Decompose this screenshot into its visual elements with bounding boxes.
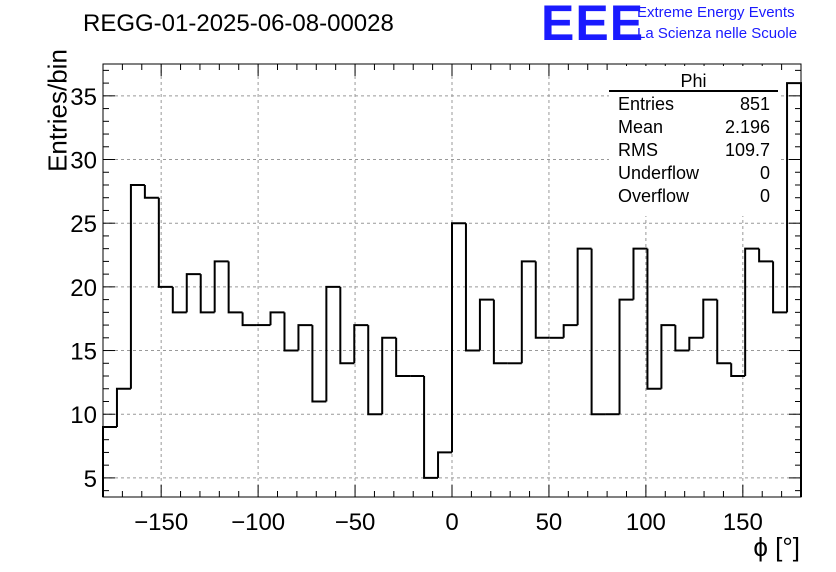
y-tick-label: 35 (70, 84, 97, 111)
histogram-bin (562, 324, 578, 338)
x-tick-label: 100 (626, 509, 666, 536)
y-tick-label: 25 (70, 211, 97, 238)
histogram-bin (353, 324, 369, 364)
histogram-bin (227, 261, 243, 314)
histogram-bin (772, 261, 788, 314)
y-tick-label: 20 (70, 275, 97, 302)
histogram-bin (199, 274, 215, 314)
eee-logo: EEE (541, 0, 645, 51)
histogram-bin (171, 286, 187, 314)
stats-label: Mean (618, 117, 663, 137)
stats-label: Underflow (618, 163, 700, 183)
x-tick-label: −50 (335, 509, 376, 536)
histogram-bin (716, 299, 732, 365)
histogram-bin (367, 325, 383, 416)
logo-line-2: La Scienza nelle Scuole (637, 25, 798, 42)
histogram-bin (478, 298, 494, 351)
histogram-bin (520, 260, 536, 364)
stats-value: 0 (760, 163, 770, 183)
histogram-bin (451, 222, 466, 453)
stats-value: 0 (760, 186, 770, 206)
y-tick-label: 30 (70, 148, 97, 175)
histogram-bin (660, 324, 676, 389)
histogram-bin (381, 336, 397, 415)
stats-title: Phi (680, 71, 706, 91)
y-tick-label: 15 (70, 339, 97, 366)
chart-title: REGG-01-2025-06-08-00028 (83, 10, 394, 37)
histogram-bin (688, 336, 704, 351)
histogram-bin (339, 286, 355, 365)
stats-label: RMS (618, 140, 658, 160)
stats-value: 2.196 (725, 117, 770, 137)
logo-line-1: Extreme Energy Events (637, 4, 795, 21)
stats-value: 851 (740, 94, 770, 114)
histogram-bin (157, 197, 173, 288)
stats-label: Entries (618, 94, 674, 114)
y-axis-label: Entries/bin (42, 49, 73, 172)
histogram-bin (102, 425, 117, 497)
histogram-bin (464, 223, 480, 352)
histogram-bin (325, 285, 341, 402)
histogram-bin (758, 248, 774, 263)
histogram-bin (283, 312, 299, 352)
x-tick-label: −100 (231, 509, 285, 536)
histogram-bin (744, 247, 760, 377)
histogram-bin (674, 325, 690, 352)
y-tick-label: 5 (84, 466, 97, 493)
histogram-bin (129, 183, 145, 389)
histogram-bin (297, 324, 313, 351)
histogram-bin (437, 451, 452, 478)
histogram-bin (185, 273, 201, 313)
axes: −150 −100 −50 0 50 100 150 5 10 15 20 25 30 35 (70, 63, 802, 536)
histogram-bin (702, 298, 718, 338)
histogram-bin (534, 261, 550, 339)
x-tick-label: 0 (445, 509, 458, 536)
histogram-bin (576, 247, 592, 326)
histogram-bin (241, 312, 257, 327)
stats-label: Overflow (618, 186, 690, 206)
x-tick-label: 50 (536, 509, 563, 536)
histogram-bin (632, 247, 648, 300)
histogram-bin (646, 248, 662, 390)
x-tick-label: 150 (723, 509, 763, 536)
x-axis-label: ϕ [°] (753, 532, 800, 562)
histogram-bin (269, 311, 285, 326)
histogram-bin (143, 184, 159, 199)
histogram-bin (423, 376, 439, 479)
histogram-bars (102, 82, 802, 497)
histogram-bin (590, 248, 606, 416)
x-tick-label: −150 (134, 509, 188, 536)
stats-value: 109.7 (725, 140, 770, 160)
histogram-bin (786, 82, 802, 497)
histogram-bin (213, 260, 229, 313)
histogram-bin (730, 363, 746, 378)
y-tick-label: 10 (70, 402, 97, 429)
histogram-bin (618, 298, 634, 415)
histogram-bin (115, 387, 131, 427)
histogram-bin (311, 325, 327, 403)
histogram-bin (492, 299, 508, 365)
stats-box: Phi Entries 851 Mean 2.196 RMS 109.7 Underflow 0… (609, 66, 778, 216)
histogram-bin (395, 337, 411, 378)
